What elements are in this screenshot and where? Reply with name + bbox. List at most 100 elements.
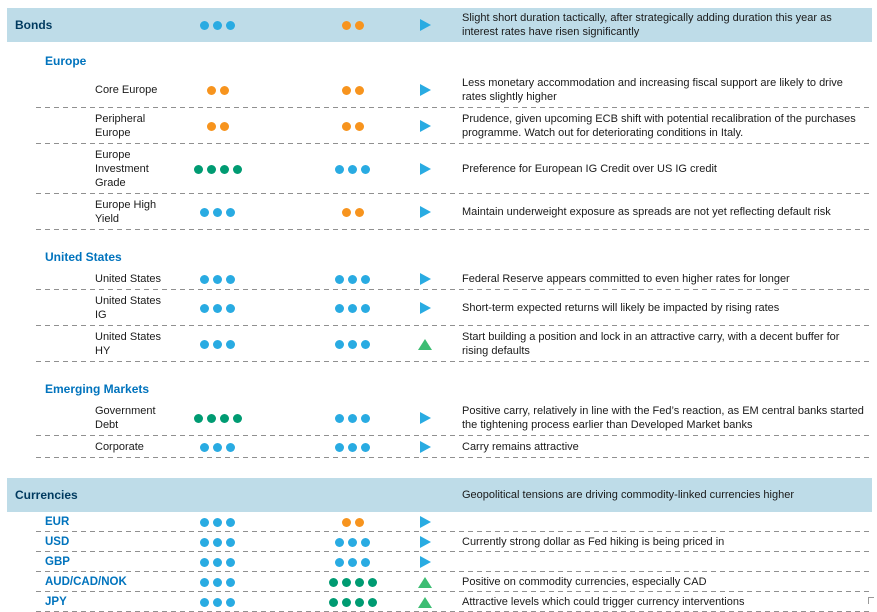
group-heading: United States: [45, 250, 122, 264]
table-row: Corporate Carry remains attractive: [0, 436, 877, 458]
table-row: EUR: [0, 512, 877, 532]
rating-dot: [200, 339, 209, 349]
view2-dots: [300, 301, 405, 315]
trend-right-icon: [419, 412, 431, 425]
rating-dot: [226, 339, 235, 349]
row-comment: Positive on commodity currencies, especi…: [462, 576, 707, 588]
rating-dot: [341, 85, 351, 95]
rating-dot: [328, 577, 338, 587]
trend-right-icon: [419, 84, 431, 97]
rating-dot: [219, 164, 229, 174]
view2-dots: [300, 272, 405, 286]
view2-dots: [300, 411, 405, 425]
trend-cell: [405, 83, 445, 97]
rating-dot: [348, 413, 357, 423]
trend-right-icon: [419, 120, 431, 133]
rating-dot: [226, 20, 235, 30]
rating-dot: [213, 597, 222, 607]
row-comment: Preference for European IG Credit over U…: [462, 163, 717, 175]
table-row: United States HY Start building a positi…: [0, 326, 877, 362]
rating-dot: [206, 164, 216, 174]
row-label: United States HY: [95, 331, 162, 357]
rating-dot: [348, 339, 357, 349]
trend-cell: [405, 535, 445, 549]
rating-dot: [354, 85, 364, 95]
rating-dot: [361, 274, 370, 284]
rating-dot: [361, 442, 370, 452]
rating-dot: [213, 339, 222, 349]
row-label: Core Europe: [95, 84, 158, 96]
rating-dot: [354, 121, 364, 131]
table-row: United States IG Short-term expected ret…: [0, 290, 877, 326]
rating-dot: [200, 442, 209, 452]
rating-dot: [213, 303, 222, 313]
trend-right-icon: [419, 163, 431, 176]
section-title: Bonds: [15, 18, 53, 32]
row-comment: Less monetary accommodation and increasi…: [462, 77, 843, 103]
rating-dot: [361, 339, 370, 349]
rating-dot: [213, 557, 222, 567]
row-comment: Prudence, given upcoming ECB shift with …: [462, 113, 856, 139]
rating-dot: [232, 164, 242, 174]
view2-dots: [300, 18, 405, 32]
table-row: Peripheral Europe Prudence, given upcomi…: [0, 108, 877, 144]
row-comment: Carry remains attractive: [462, 441, 579, 453]
rating-dot: [200, 303, 209, 313]
table-row: Europe High Yield Maintain underweight e…: [0, 194, 877, 230]
table-row: Government Debt Positive carry, relative…: [0, 400, 877, 436]
rating-dot: [200, 577, 209, 587]
view2-dots: [300, 119, 405, 133]
view2-dots: [300, 575, 405, 589]
section-title: Currencies: [15, 488, 78, 502]
row-label: GBP: [45, 556, 70, 568]
row-comment: Federal Reserve appears committed to eve…: [462, 273, 790, 285]
rating-dot: [200, 557, 209, 567]
row-comment: Currently strong dollar as Fed hiking is…: [462, 536, 725, 548]
view1-dots: [165, 575, 270, 589]
group-heading: Emerging Markets: [45, 382, 150, 396]
rating-dot: [219, 413, 229, 423]
view2-dots: [300, 440, 405, 454]
trend-cell: [405, 440, 445, 454]
rating-dot: [348, 274, 357, 284]
asset-group: EUR USD Currently strong dollar as Fed h…: [0, 512, 877, 612]
trend-right-icon: [419, 441, 431, 454]
rating-dot: [335, 413, 344, 423]
crop-artifact-mark: [868, 597, 874, 604]
section-band: Currencies Geopolitical tensions are dri…: [0, 478, 877, 512]
rating-dot: [219, 121, 229, 131]
trend-up-icon: [418, 596, 432, 608]
view2-dots: [300, 535, 405, 549]
trend-right-icon: [419, 516, 431, 529]
table-row: USD Currently strong dollar as Fed hikin…: [0, 532, 877, 552]
trend-cell: [405, 411, 445, 425]
rating-dot: [348, 537, 357, 547]
trend-cell: [405, 575, 445, 589]
trend-cell: [405, 162, 445, 176]
rating-dot: [206, 121, 216, 131]
rating-dot: [213, 207, 222, 217]
asset-group: United States United States Federal Rese…: [0, 250, 877, 362]
rating-dot: [348, 303, 357, 313]
trend-up-icon: [418, 576, 432, 588]
row-label: USD: [45, 536, 70, 548]
trend-cell: [405, 18, 445, 32]
rating-dot: [226, 557, 235, 567]
rating-dot: [200, 517, 209, 527]
rating-dot: [213, 577, 222, 587]
trend-right-icon: [419, 273, 431, 286]
view1-dots: [165, 272, 270, 286]
row-comment: Maintain underweight exposure as spreads…: [462, 206, 831, 218]
trend-right-icon: [419, 206, 431, 219]
view2-dots: [300, 595, 405, 609]
trend-cell: [405, 272, 445, 286]
trend-cell: [405, 205, 445, 219]
view1-dots: [165, 337, 270, 351]
rating-dot: [361, 303, 370, 313]
rating-dot: [206, 85, 216, 95]
trend-cell: [405, 301, 445, 315]
trend-cell: [405, 337, 445, 351]
rating-dot: [226, 577, 235, 587]
row-comment: Short-term expected returns will likely …: [462, 302, 780, 314]
